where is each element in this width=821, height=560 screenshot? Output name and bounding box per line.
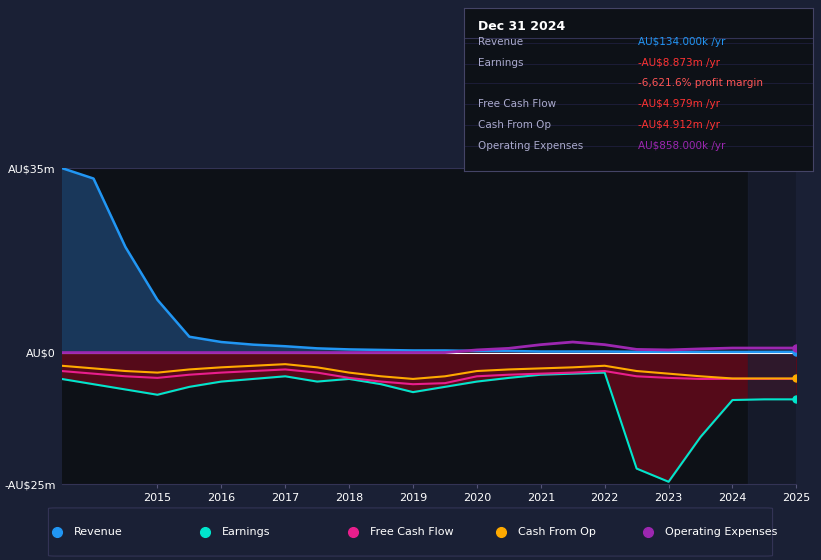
Text: -AU$4.979m /yr: -AU$4.979m /yr: [639, 99, 720, 109]
Text: Dec 31 2024: Dec 31 2024: [478, 20, 565, 33]
Text: Earnings: Earnings: [222, 527, 271, 537]
Text: AU$858.000k /yr: AU$858.000k /yr: [639, 141, 726, 151]
Text: Free Cash Flow: Free Cash Flow: [370, 527, 453, 537]
Text: -AU$8.873m /yr: -AU$8.873m /yr: [639, 58, 720, 68]
Text: Cash From Op: Cash From Op: [478, 120, 551, 130]
Text: Revenue: Revenue: [75, 527, 123, 537]
Text: -AU$4.912m /yr: -AU$4.912m /yr: [639, 120, 720, 130]
Text: Cash From Op: Cash From Op: [518, 527, 595, 537]
Text: Operating Expenses: Operating Expenses: [666, 527, 777, 537]
Text: Operating Expenses: Operating Expenses: [478, 141, 583, 151]
Text: AU$134.000k /yr: AU$134.000k /yr: [639, 38, 726, 48]
Text: Revenue: Revenue: [478, 38, 523, 48]
Text: -6,621.6% profit margin: -6,621.6% profit margin: [639, 78, 764, 88]
Text: Earnings: Earnings: [478, 58, 523, 68]
Text: Free Cash Flow: Free Cash Flow: [478, 99, 556, 109]
Bar: [749, 168, 796, 484]
